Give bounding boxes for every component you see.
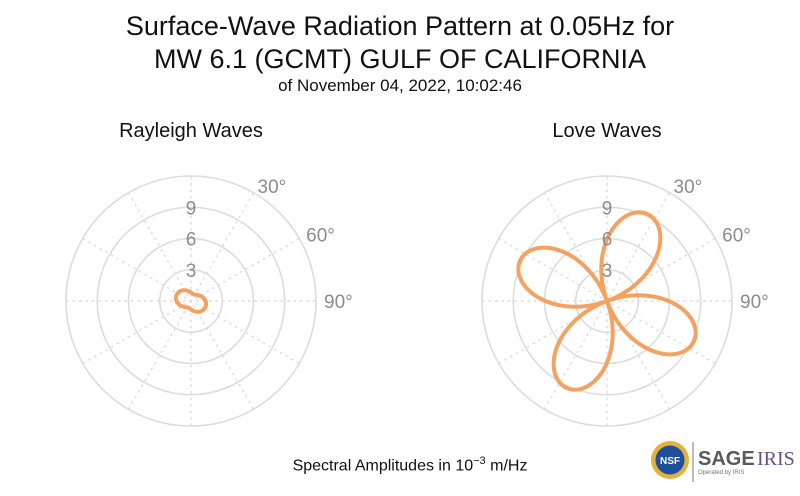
rayleigh-radiation-pattern (173, 288, 209, 314)
iris-text: IRIS (757, 448, 795, 470)
sage-text: SAGE (698, 448, 755, 470)
rayleigh-angle-tick-60: 60° (306, 226, 335, 247)
love-angle-tick-60: 60° (722, 226, 751, 247)
rayleigh-polar-plot: Rayleigh Waves 3 6 9 30° 60° 90° (65, 120, 353, 427)
operated-by-text: Operated by IRIS (698, 470, 744, 476)
footer-unit: m/Hz (490, 457, 528, 475)
nsf-sage-iris-logo: NSF SAGE IRIS Operated by IRIS (651, 441, 795, 482)
love-radial-tick-3: 3 (602, 261, 613, 282)
love-title: Love Waves (552, 120, 661, 142)
love-grid-ring-3 (574, 268, 640, 334)
love-angle-tick-90: 90° (740, 292, 769, 313)
love-radiation-pattern (516, 210, 698, 392)
rayleigh-radial-tick-3: 3 (186, 261, 197, 282)
footer-exponent: −3 (473, 455, 486, 467)
chart-subtitle: of November 04, 2022, 10:02:46 (278, 76, 522, 95)
rayleigh-radial-tick-6: 6 (186, 230, 197, 251)
chart-title-line1: Surface-Wave Radiation Pattern at 0.05Hz… (125, 11, 675, 41)
love-radial-tick-9: 9 (602, 198, 613, 219)
rayleigh-angle-tick-90: 90° (324, 292, 353, 313)
nsf-text: NSF (660, 456, 680, 467)
rayleigh-radial-tick-9: 9 (186, 198, 197, 219)
footer-prefix: Spectral Amplitudes in 10 (292, 457, 474, 475)
rayleigh-angle-tick-30: 30° (258, 177, 287, 198)
footer-caption: Spectral Amplitudes in 10−3 m/Hz (0, 455, 800, 475)
rayleigh-grid-ring-3 (158, 268, 224, 334)
rayleigh-grid-ring-12 (65, 175, 317, 427)
rayleigh-grid-ring-6 (127, 237, 255, 365)
nsf-seal: NSF (651, 441, 689, 479)
love-polar-plot: Love Waves 3 6 9 30° 60° 90° (481, 120, 769, 427)
chart-title-line2: MW 6.1 (GCMT) GULF OF CALIFORNIA (153, 44, 646, 74)
rayleigh-title: Rayleigh Waves (119, 120, 263, 142)
love-radial-tick-6: 6 (602, 230, 613, 251)
rayleigh-spoke-150 (127, 192, 255, 410)
love-grid-ring-9 (512, 206, 702, 396)
love-angle-tick-30: 30° (674, 177, 703, 198)
love-grid-ring-12 (481, 175, 733, 427)
rayleigh-grid-ring-9 (96, 206, 286, 396)
